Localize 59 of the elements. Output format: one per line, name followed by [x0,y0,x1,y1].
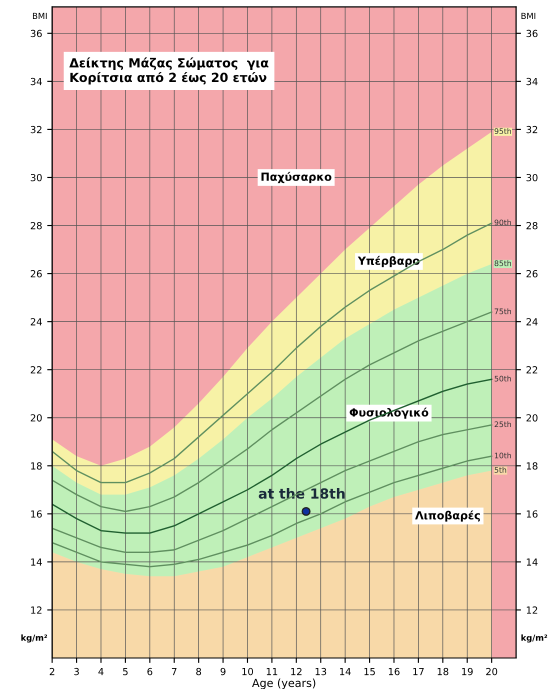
y-tick-label: 32 [30,126,42,134]
y2-tick-label: 16 [526,510,538,518]
x-tick-label: 8 [196,668,202,676]
y2-tick-label: 36 [526,30,538,38]
x-tick-label: 13 [316,668,326,676]
x-tick-label: 18 [438,668,448,676]
y-tick-label: 30 [30,174,42,182]
x-tick-label: 5 [123,668,128,676]
annotation: Υπέρβαρο [358,256,420,268]
y2-tick-label: 32 [526,126,538,134]
y2-tick-label: 14 [526,558,538,566]
x-tick-label: 6 [147,668,152,676]
annotation: Παχύσαρκο [262,172,332,184]
text: kg/m² [521,634,548,643]
x-tick-label: 16 [388,668,400,676]
y2-axis-title: BMI [522,12,536,19]
line-series [52,455,492,568]
line-series [52,424,492,553]
line-series [52,311,492,512]
x-tick-label: 17 [413,668,424,676]
x-tick-label: 7 [172,668,176,676]
line-series [52,222,492,484]
text: Δείκτης Μάζας Σώματος για Κορίτσια από 2 έως 20 ετών [69,57,268,85]
y2-tick-label: 26 [526,270,538,278]
x-tick-label: 15 [364,668,375,676]
y-tick-label: 36 [30,30,42,38]
line-series [52,378,492,534]
x-tick-label: 12 [291,668,302,676]
y-tick-label: 12 [31,606,42,614]
y-tick-label: 28 [30,222,42,230]
x-tick-label: 11 [266,668,278,676]
text: kg/m² [21,634,48,643]
x-tick-label: 3 [74,668,79,676]
y-tick-label: 18 [31,462,42,470]
x-axis-title: Age (years) [252,678,316,689]
x-tick-label: 10 [242,668,254,676]
x-tick-label: 14 [340,668,351,676]
x-tick-label: 2 [50,668,54,676]
y-axis-title: BMI [32,12,47,19]
x-tick-label: 9 [220,668,226,676]
x-tick-label: 19 [462,668,473,676]
x-tick-label: 20 [486,668,498,676]
y2-tick-label: 20 [526,414,538,422]
x-tick-label: 4 [98,668,104,676]
y2-tick-label: 24 [526,318,538,326]
y2-tick-label: 28 [526,222,538,230]
y2-tick-label: 30 [526,174,538,182]
y2-tick-label: 22 [526,366,538,374]
y-tick-label: 14 [31,558,42,566]
y-tick-label: 22 [30,366,42,374]
y-tick-label: 20 [30,414,42,422]
y2-tick-label: 34 [526,78,538,86]
y2-tick-label: 18 [526,462,538,470]
y-tick-label: 24 [30,318,42,326]
y-tick-label: 26 [30,270,42,278]
annotation: Λιποβαρές [415,510,480,522]
y2-tick-label: 12 [526,606,538,614]
y-tick-label: 34 [30,78,42,86]
y-tick-label: 16 [31,510,42,518]
